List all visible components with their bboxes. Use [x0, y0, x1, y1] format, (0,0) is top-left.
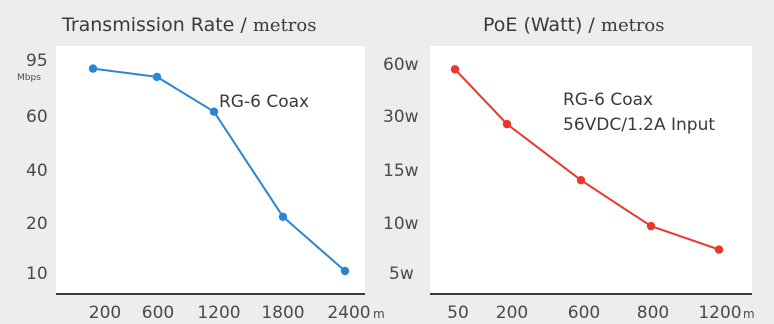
- y-tick-label: 5w: [389, 264, 414, 284]
- chart-annotation: 56VDC/1.2A Input: [563, 115, 715, 135]
- y-tick-label: 20: [26, 214, 48, 234]
- title-separator: /: [234, 14, 252, 36]
- data-point: [450, 65, 460, 74]
- data-point: [88, 64, 98, 73]
- poe-watt-chart: PoE (Watt) / metros 60w 30w 15w 10w 5w 5…: [383, 14, 755, 323]
- title-suffix: metros: [601, 15, 665, 36]
- y-tick-label: 60: [26, 107, 48, 127]
- x-tick-label: 50: [447, 303, 469, 323]
- plot-area: [56, 46, 365, 294]
- title-separator: /: [582, 14, 600, 36]
- y-tick-label: 15w: [383, 161, 419, 181]
- x-tick-label: 800: [637, 303, 669, 323]
- y-tick-label: 30w: [383, 107, 419, 127]
- x-tick-label: 1200: [698, 303, 741, 323]
- data-point: [646, 221, 656, 231]
- x-tick-label: 200: [89, 303, 121, 323]
- x-tick-label: 1800: [261, 303, 304, 323]
- title-suffix: metros: [253, 15, 317, 36]
- x-unit-label: m: [373, 307, 385, 321]
- y-tick-label: 10w: [383, 214, 419, 234]
- chart-title: Transmission Rate / metros: [61, 14, 316, 36]
- transmission-rate-chart: Transmission Rate / metros 95 Mbps 60 40…: [17, 14, 385, 323]
- chart-title: PoE (Watt) / metros: [483, 14, 665, 36]
- chart-annotation: RG-6 Coax: [219, 92, 309, 112]
- y-tick-label: 95: [26, 51, 48, 71]
- data-point: [576, 176, 586, 185]
- x-tick-label: 1200: [197, 303, 240, 323]
- y-unit-label: Mbps: [17, 73, 41, 83]
- y-tick-label: 60w: [383, 55, 419, 75]
- x-tick-label: 600: [568, 303, 600, 323]
- title-text: Transmission Rate: [61, 14, 234, 36]
- data-point: [714, 245, 724, 254]
- title-text: PoE (Watt): [483, 14, 582, 36]
- chart-annotation: RG-6 Coax: [563, 90, 653, 110]
- data-point: [209, 107, 219, 116]
- series-points: [450, 65, 724, 254]
- y-tick-label: 10: [26, 264, 48, 284]
- data-point: [340, 266, 350, 276]
- data-point: [502, 119, 512, 129]
- plot-area: [430, 46, 752, 294]
- data-point: [152, 72, 162, 82]
- x-tick-label: 2400: [327, 303, 370, 323]
- x-unit-label: m: [743, 307, 755, 321]
- data-point: [278, 212, 288, 221]
- y-tick-label: 40: [26, 161, 48, 181]
- x-tick-label: 600: [142, 303, 174, 323]
- x-tick-label: 200: [496, 303, 528, 323]
- series-points: [88, 64, 350, 276]
